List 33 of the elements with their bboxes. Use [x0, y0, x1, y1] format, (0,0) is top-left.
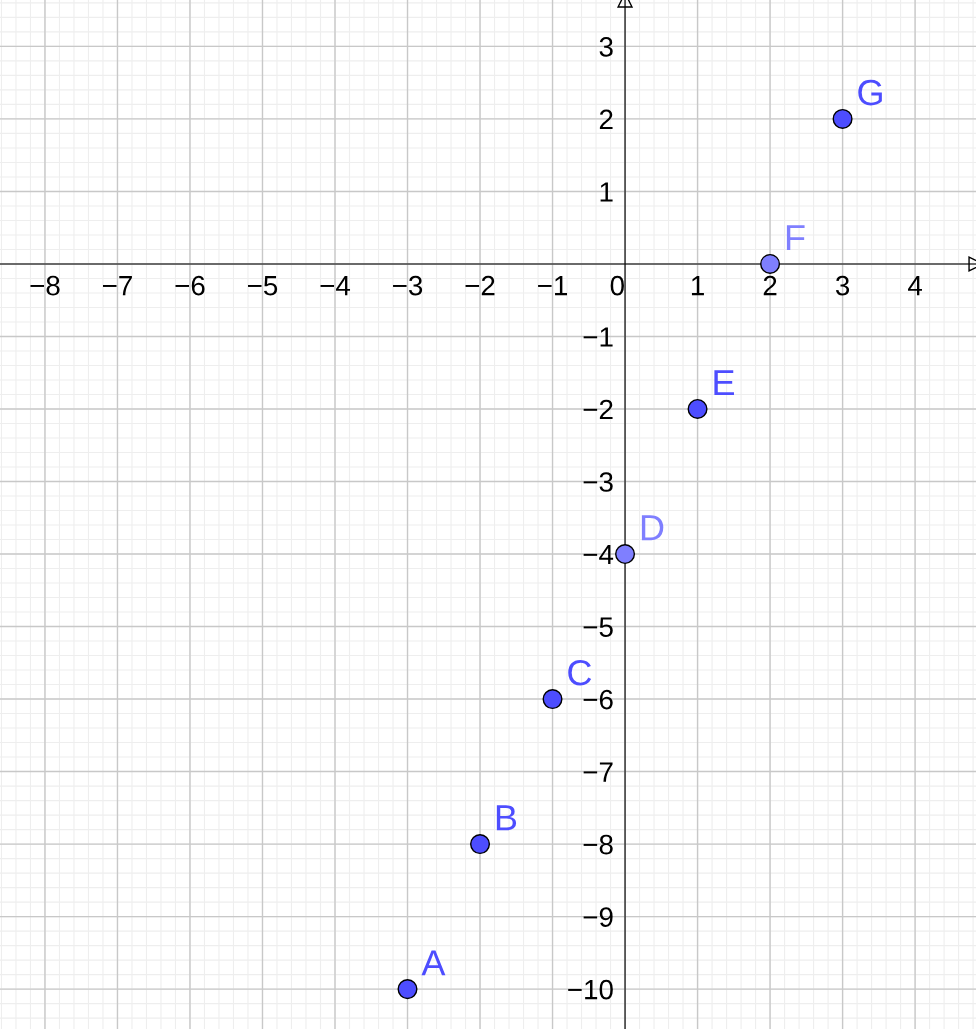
y-tick-label: −1: [583, 327, 613, 347]
annotation: B: [496, 805, 517, 831]
x-tick-label: −3: [393, 275, 423, 296]
y-tick-label: −5: [583, 617, 613, 637]
y-tick-label: −4: [583, 544, 614, 565]
y-tick-label: 1: [600, 182, 613, 202]
x-tick-label: −2: [465, 275, 495, 296]
x-tick-label: −6: [175, 275, 205, 296]
annotation: G: [858, 79, 882, 106]
y-tick-label: −8: [583, 834, 613, 855]
x-tick-label: −7: [103, 276, 132, 296]
annotation: E: [714, 370, 734, 396]
y-tick-label: 3: [599, 37, 613, 57]
x-tick-label: −8: [30, 275, 60, 296]
y-tick-label: −9: [583, 907, 613, 927]
x-tick-label: −4: [320, 276, 351, 296]
annotation: D: [641, 515, 664, 541]
x-tick-label: 2: [763, 275, 777, 296]
annotation: A: [421, 950, 446, 976]
x-tick-label: −5: [248, 276, 278, 296]
x-tick-label: 4: [908, 276, 922, 296]
y-tick-label: −10: [568, 979, 613, 1000]
x-tick-label: 3: [835, 275, 850, 296]
x-tick-label: −1: [538, 276, 568, 296]
x-tick-label: 1: [691, 276, 704, 296]
y-tick-label: −6: [583, 689, 613, 710]
x-tick-label: 0: [610, 275, 624, 296]
y-tick-label: −2: [583, 399, 613, 420]
y-tick-label: 2: [599, 109, 613, 129]
annotation: C: [568, 659, 592, 686]
y-tick-label: −3: [583, 472, 613, 492]
annotation: F: [786, 225, 805, 251]
y-tick-label: −7: [583, 762, 613, 782]
